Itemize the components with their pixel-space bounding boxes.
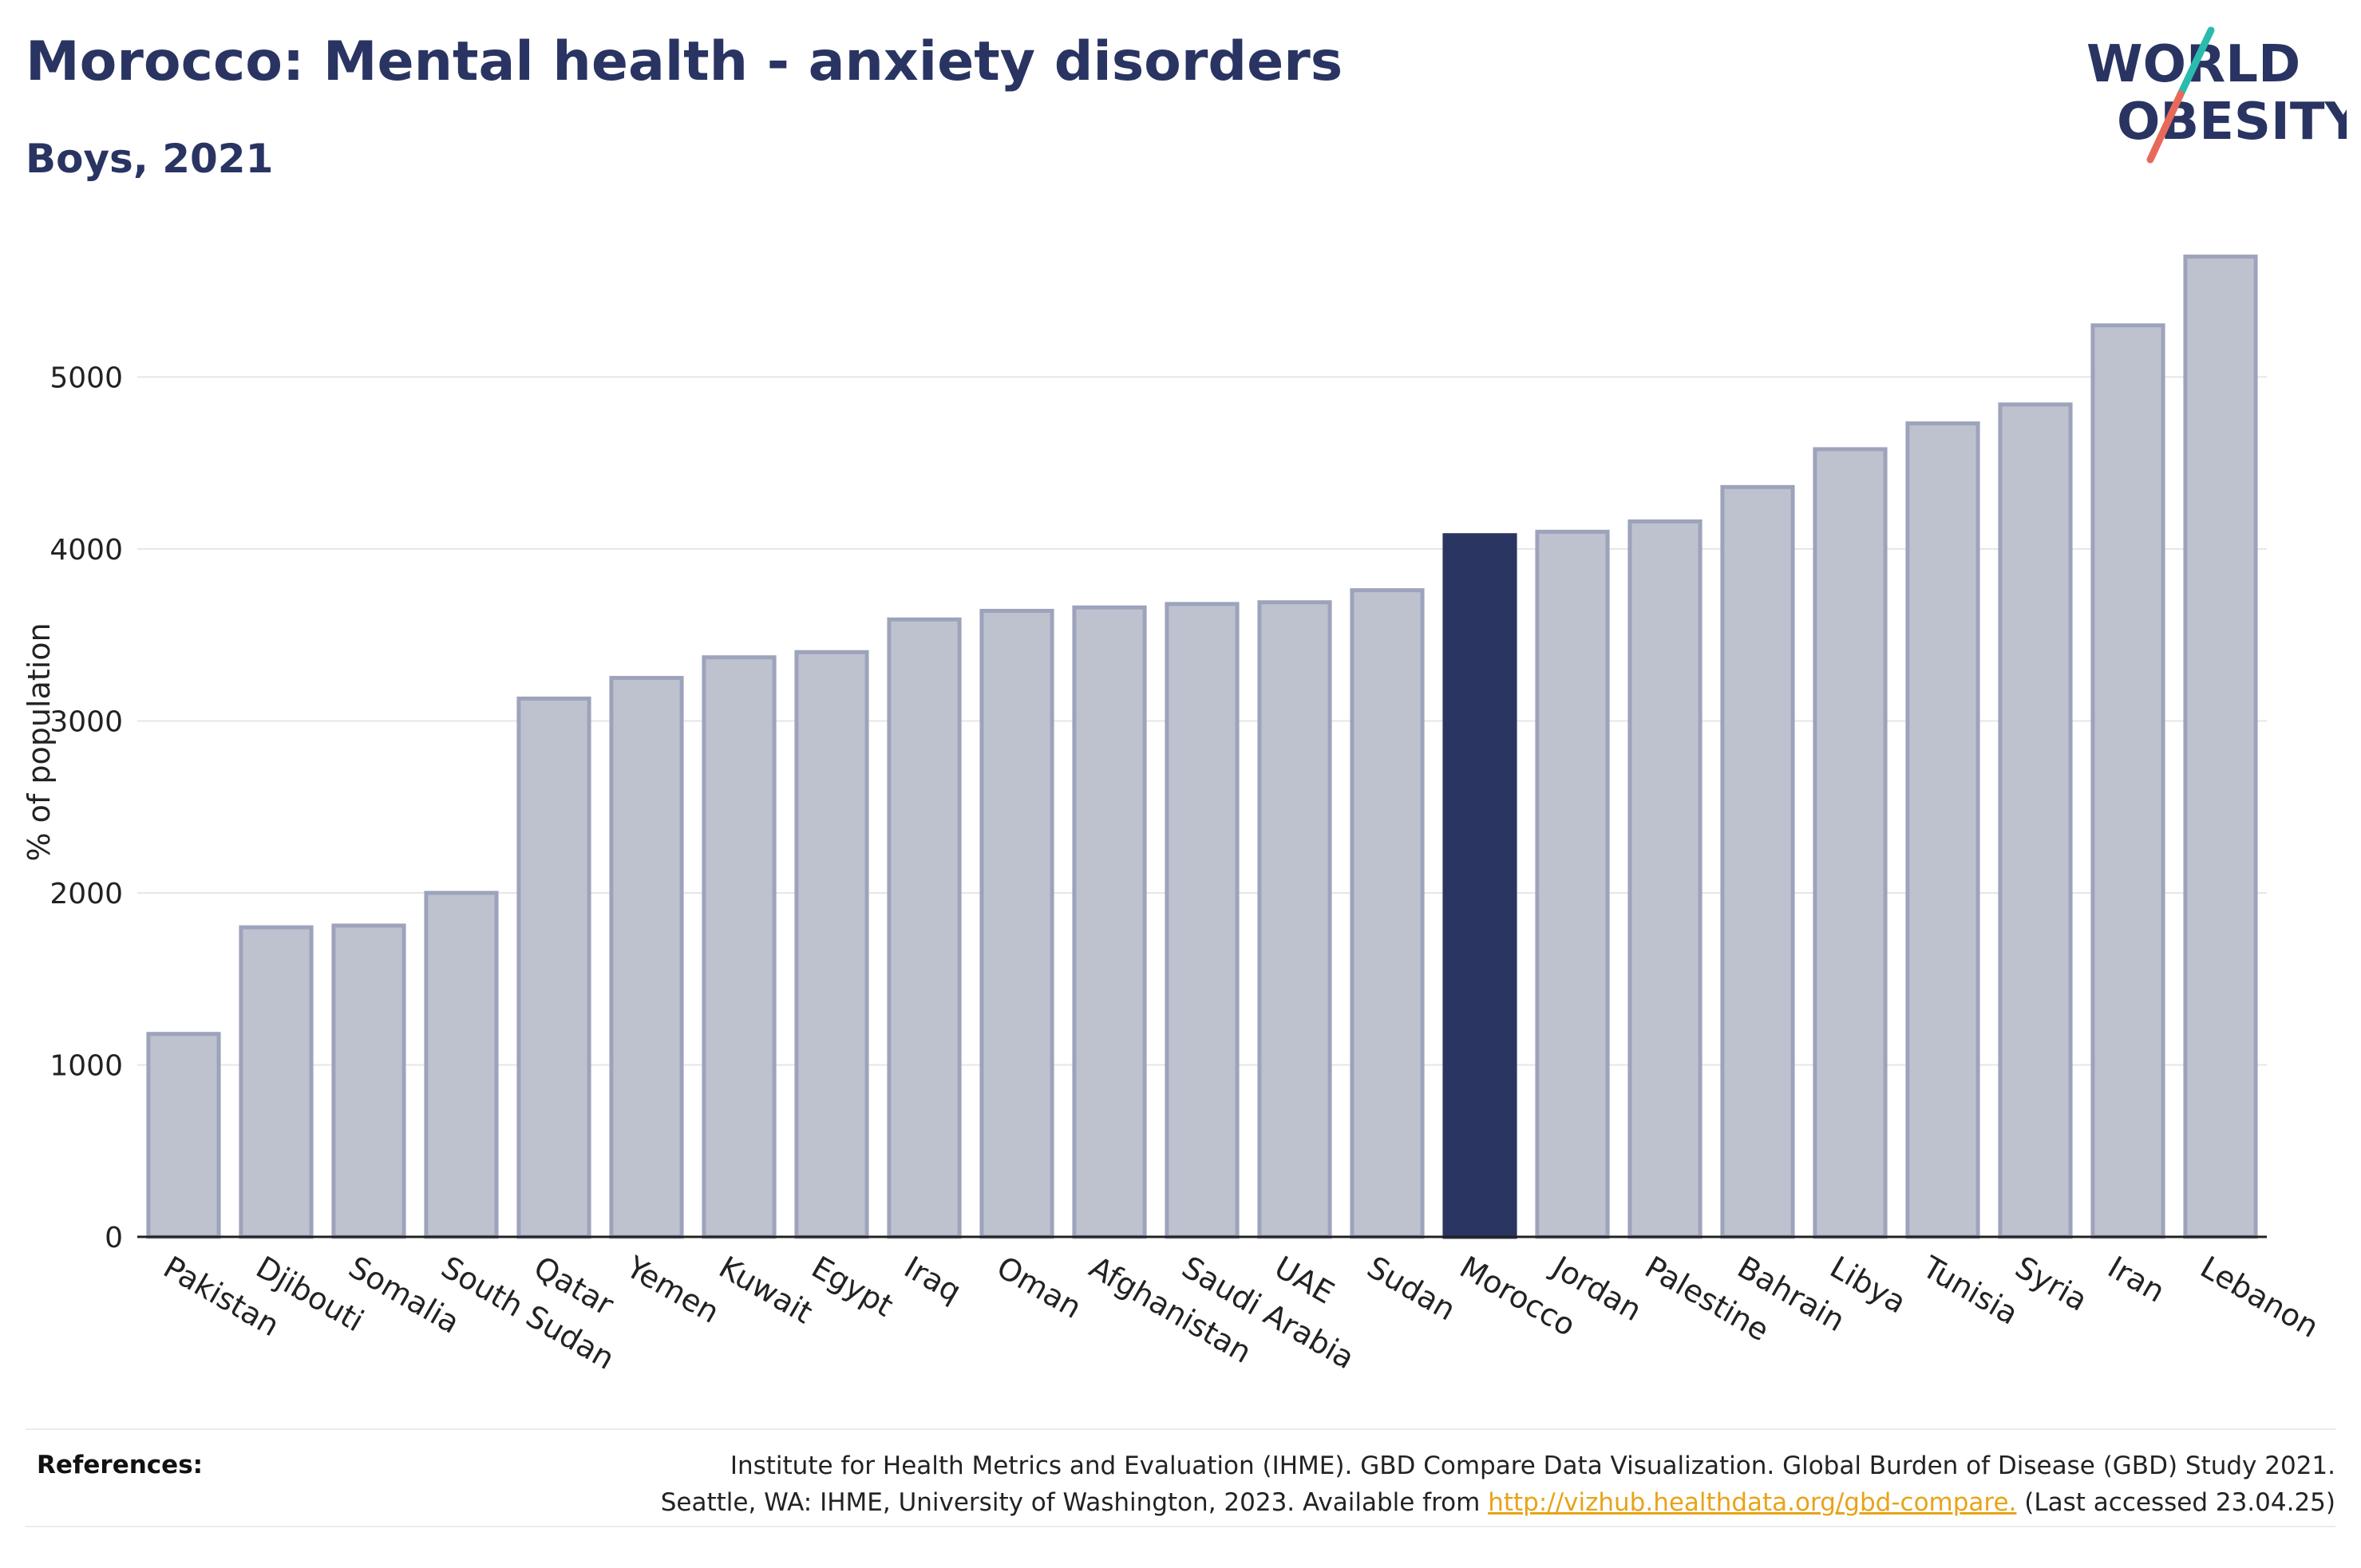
y-tick-labels: 0 1000 2000 3000 4000 5000 (49, 361, 123, 1254)
bar-oman (979, 609, 1054, 1239)
bar-libya (1813, 447, 1888, 1239)
bar-lebanon (2183, 255, 2258, 1239)
bar-djibouti (239, 925, 314, 1239)
references-line-1: Institute for Health Metrics and Evaluat… (730, 1451, 2335, 1480)
references-line-2: Seattle, WA: IHME, University of Washing… (500, 1484, 2335, 1521)
x-tick-label: Oman (991, 1250, 1088, 1325)
x-tick-label: Syria (2010, 1250, 2094, 1318)
bars (146, 255, 2258, 1239)
bar-syria (1998, 402, 2073, 1239)
footer-divider-top (26, 1428, 2335, 1430)
y-axis-label: % of population (22, 622, 57, 861)
bar-iran (2090, 323, 2165, 1239)
x-tick-label: Tunisia (1916, 1249, 2024, 1332)
x-tick-label: Lebanon (2195, 1250, 2325, 1345)
bar-chart: 0 1000 2000 3000 4000 5000 PakistanDjiboutiSo… (22, 255, 2325, 1376)
bar-palestine (1627, 519, 1703, 1239)
x-tick-label: Sudan (1362, 1250, 1462, 1328)
bar-egypt (794, 650, 869, 1239)
bar-pakistan (146, 1032, 221, 1239)
bar-sudan (1350, 588, 1425, 1239)
references-line-2-suffix: (Last accessed 23.04.25) (2016, 1488, 2335, 1517)
world-obesity-logo: WORLD OBESITY (2086, 26, 2347, 164)
bar-iraq (887, 617, 962, 1239)
y-tick-label: 4000 (49, 534, 123, 567)
bar-uae (1257, 600, 1332, 1239)
bar-tunisia (1905, 421, 1980, 1239)
bar-qatar (516, 696, 591, 1239)
bar-somalia (331, 923, 406, 1239)
chart-subtitle: Boys, 2021 (26, 136, 274, 182)
x-tick-label: Iraq (899, 1250, 967, 1309)
x-tick-label: Yemen (620, 1249, 726, 1330)
x-tick-label: Iran (2102, 1250, 2171, 1309)
bar-afghanistan (1072, 605, 1147, 1239)
y-tick-label: 3000 (49, 705, 123, 738)
references-line-2-prefix: Seattle, WA: IHME, University of Washing… (660, 1488, 1489, 1517)
references-label: References: (37, 1451, 204, 1479)
y-tick-label: 2000 (49, 878, 123, 910)
bar-jordan (1535, 529, 1610, 1239)
y-tick-label: 0 (105, 1222, 123, 1254)
logo-slash-teal (2177, 26, 2215, 98)
y-tick-label: 5000 (49, 361, 123, 394)
bar-kuwait (702, 655, 777, 1239)
chart-title: Morocco: Mental health - anxiety disorde… (26, 30, 1343, 93)
references-link[interactable]: http://vizhub.healthdata.org/gbd-compare… (1488, 1488, 2017, 1517)
y-tick-label: 1000 (49, 1049, 123, 1082)
x-tick-label: Kuwait (714, 1250, 819, 1331)
bar-morocco (1442, 533, 1517, 1239)
footer-divider-bottom (26, 1526, 2335, 1527)
references-text: Institute for Health Metrics and Evaluat… (500, 1448, 2335, 1521)
bar-south-sudan (424, 891, 499, 1239)
bar-saudi-arabia (1165, 602, 1240, 1239)
bar-bahrain (1720, 484, 1795, 1239)
logo-slash-coral (2146, 90, 2185, 164)
bar-yemen (609, 676, 684, 1239)
x-tick-label: Egypt (806, 1250, 900, 1324)
